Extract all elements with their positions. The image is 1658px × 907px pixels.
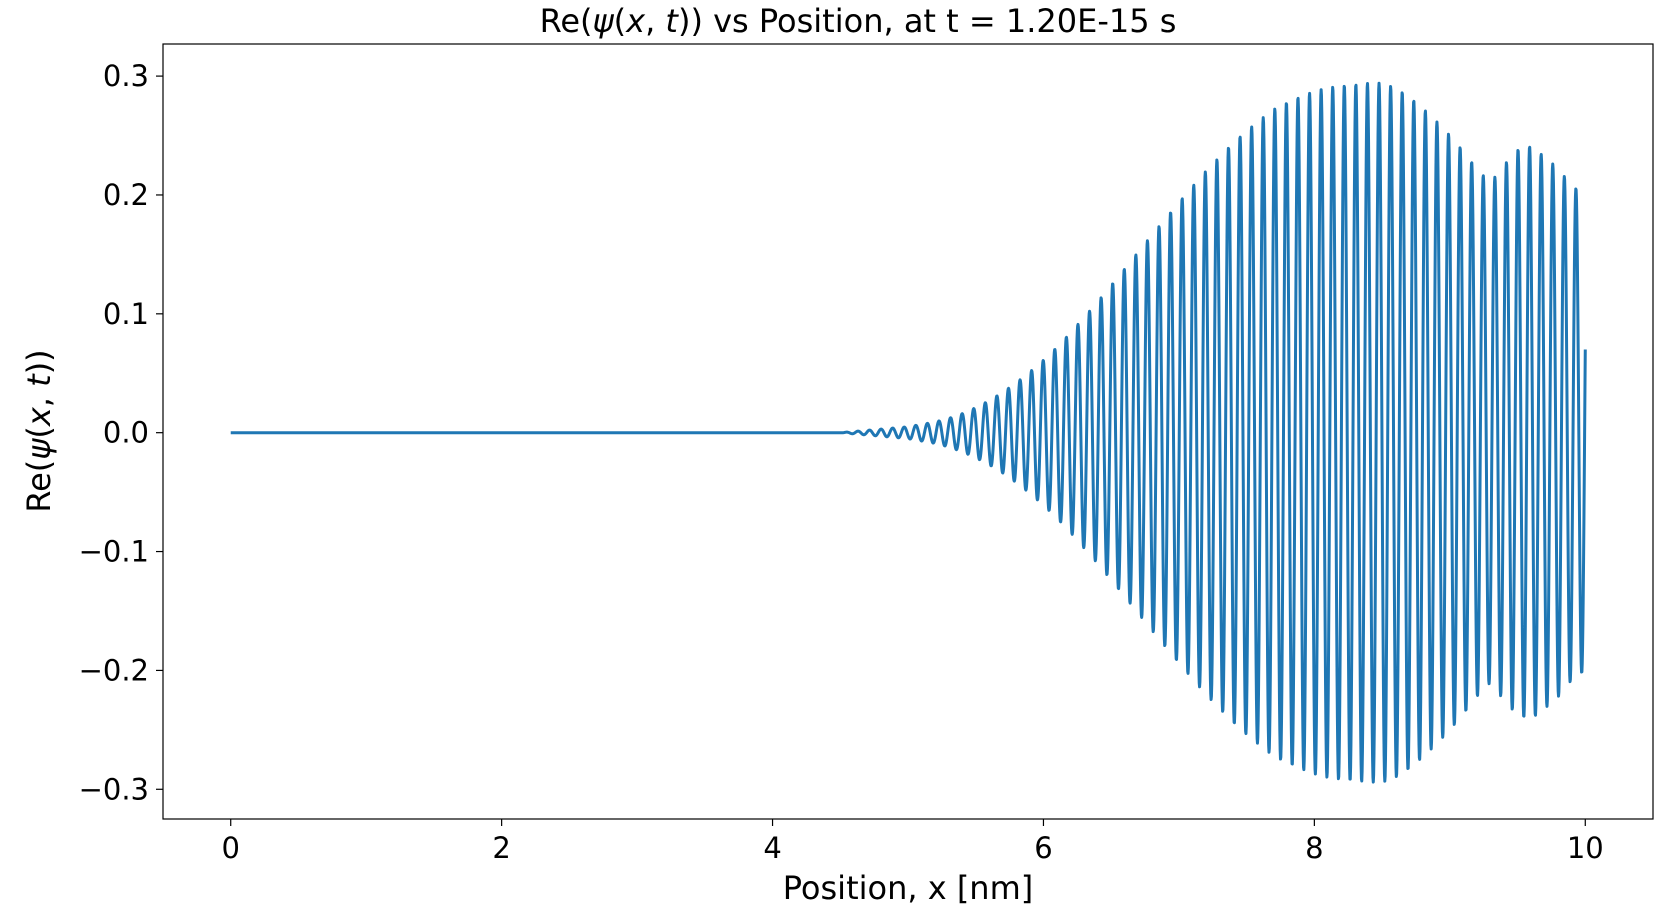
y-tick-label: 0.0 [103, 416, 149, 450]
title-part: , [645, 2, 665, 40]
title-part: Re( [540, 2, 593, 40]
title-part-x: x [625, 2, 646, 40]
x-axis-ticks: 0 2 4 6 8 10 [222, 819, 1604, 865]
title-part: )) vs Position, at t = 1.20E-15 s [678, 2, 1176, 40]
ylabel-part: ( [20, 426, 58, 438]
x-tick-label: 6 [1034, 831, 1052, 865]
y-tick-label: −0.2 [79, 653, 149, 687]
ylabel-part-psi: ψ [20, 438, 58, 460]
y-tick-label: 0.2 [103, 178, 149, 212]
x-tick-label: 8 [1305, 831, 1323, 865]
x-tick-label: 2 [492, 831, 510, 865]
x-axis-label: Position, x [nm] [783, 869, 1033, 907]
series-line [229, 81, 1587, 784]
x-tick-label: 4 [763, 831, 781, 865]
title-part: ( [614, 2, 626, 40]
chart-title: Re(ψ(x, t)) vs Position, at t = 1.20E-15… [540, 2, 1177, 40]
ylabel-part: Re( [20, 460, 58, 513]
ylabel-part: )) [20, 349, 58, 374]
y-tick-label: −0.3 [79, 772, 149, 806]
ylabel-part-t: t [20, 373, 58, 387]
plot-frame [162, 43, 1654, 820]
x-tick-label: 0 [222, 831, 240, 865]
ylabel-part-x: x [20, 406, 58, 427]
y-axis-label: Re(ψ(x, t)) [20, 349, 58, 512]
y-tick-label: 0.3 [103, 59, 149, 93]
ylabel-part: , [20, 387, 58, 407]
title-part-t: t [665, 2, 679, 40]
x-tick-label: 10 [1567, 831, 1604, 865]
y-tick-label: −0.1 [79, 535, 149, 569]
title-part-psi: ψ [593, 2, 615, 40]
y-tick-label: 0.1 [103, 297, 149, 331]
y-axis-ticks: −0.3 −0.2 −0.1 0.0 0.1 0.2 0.3 [79, 59, 163, 806]
